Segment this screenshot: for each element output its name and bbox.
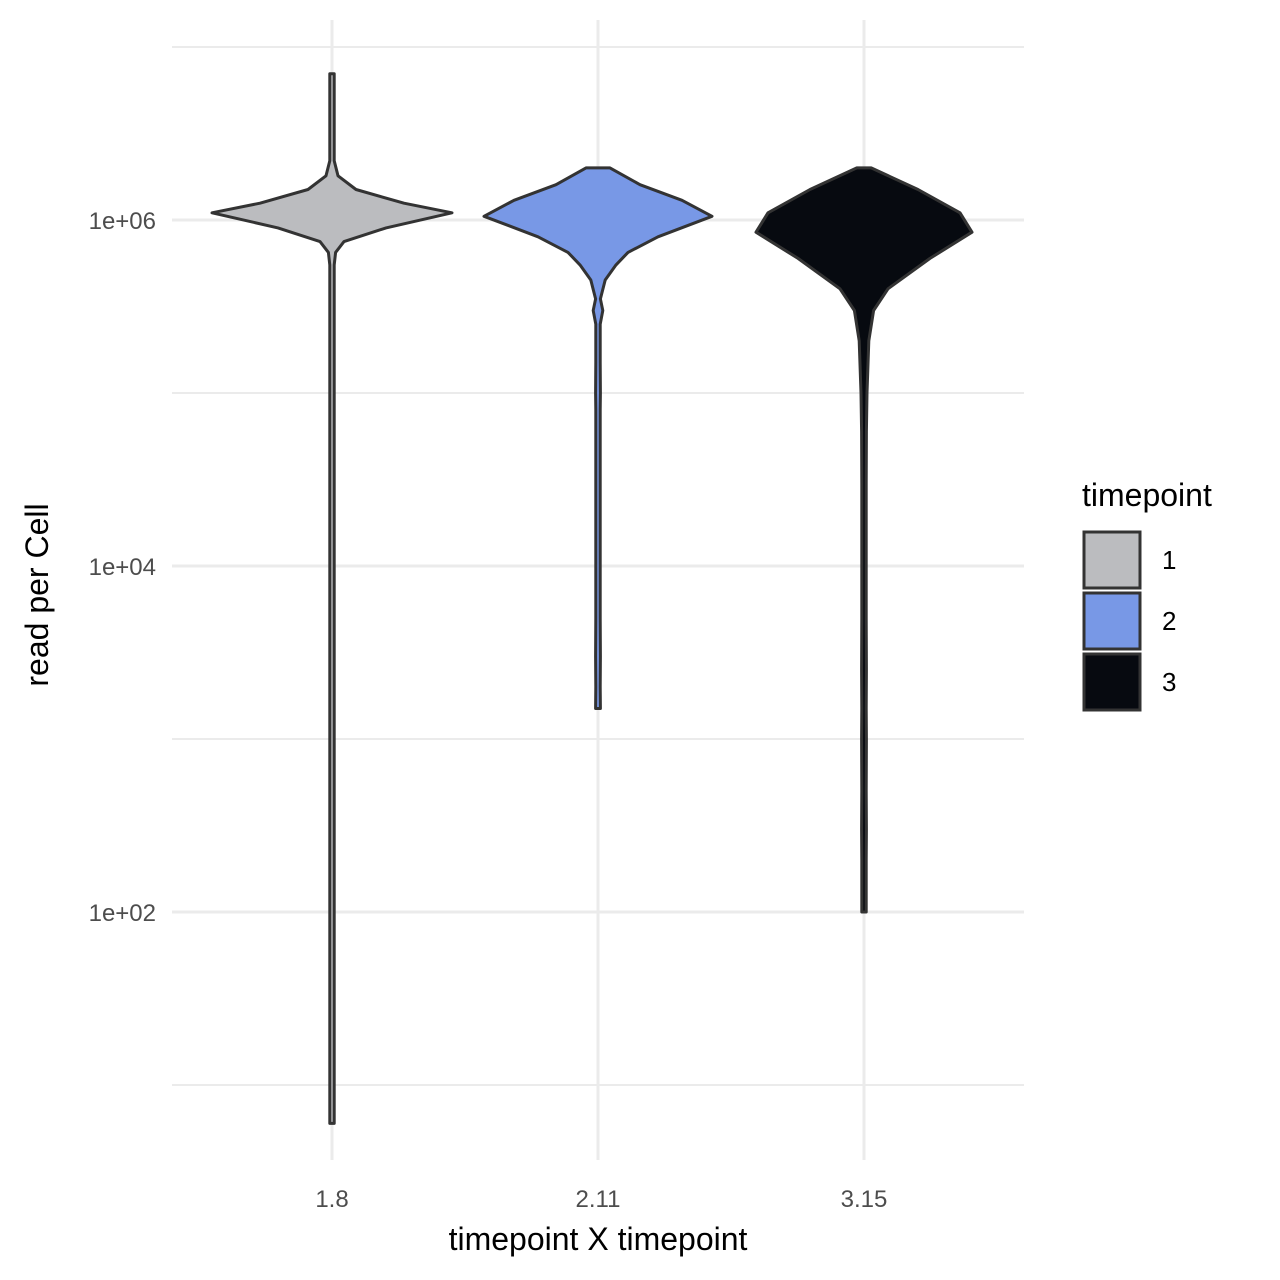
x-tick-label: 1.8	[315, 1186, 348, 1213]
legend-title: timepoint	[1082, 477, 1212, 513]
x-axis-ticks: 1.8 2.11 3.15	[315, 1186, 887, 1213]
y-axis-ticks: 1e+02 1e+04 1e+06	[89, 208, 156, 927]
violin-2.11	[482, 166, 714, 710]
legend-key-1	[1082, 530, 1142, 590]
legend-label-1: 1	[1162, 545, 1176, 575]
legend-label-3: 3	[1162, 667, 1176, 697]
x-tick-label: 2.11	[576, 1186, 621, 1213]
legend-key-3	[1082, 652, 1142, 712]
y-tick-label: 1e+02	[89, 900, 156, 927]
x-tick-label: 3.15	[841, 1186, 888, 1213]
violins	[210, 72, 974, 1125]
y-axis-title: read per Cell	[19, 503, 55, 686]
legend: timepoint 1 2 3	[1082, 477, 1212, 712]
y-tick-label: 1e+06	[89, 208, 156, 235]
legend-key-2	[1082, 591, 1142, 651]
y-tick-label: 1e+04	[89, 554, 156, 581]
violin-3.15	[754, 166, 974, 914]
legend-label-2: 2	[1162, 606, 1176, 636]
violin-1.8	[210, 72, 454, 1125]
x-axis-title: timepoint X timepoint	[449, 1221, 748, 1257]
